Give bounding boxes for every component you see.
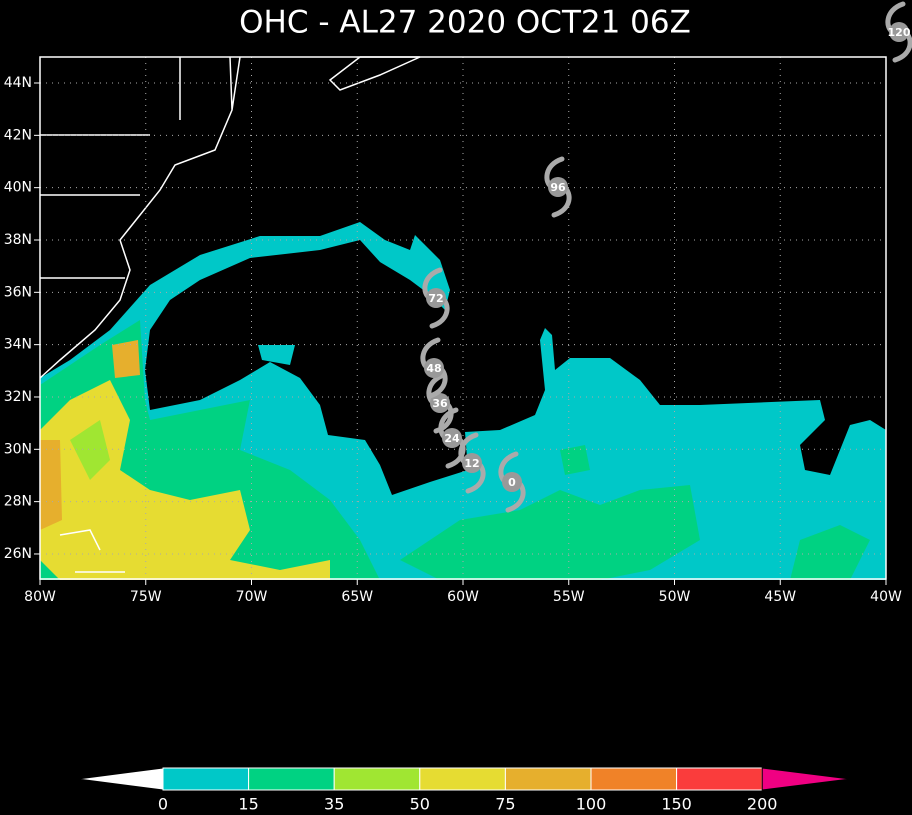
colorbar-box xyxy=(248,767,335,791)
lon-label: 60W xyxy=(447,589,479,605)
colorbar-box xyxy=(504,767,592,791)
ohc-low xyxy=(258,345,295,365)
lat-label: 44N xyxy=(4,75,32,91)
colorbar: 0 15 35 50 75 100 150 200 xyxy=(77,767,851,814)
forecast-hour: 96 xyxy=(550,181,566,194)
colorbar-label: 100 xyxy=(576,795,607,814)
ohc-lime xyxy=(70,420,110,480)
ohc-green xyxy=(400,485,700,580)
storm-marker xyxy=(502,472,522,492)
colorbar-label: 200 xyxy=(747,795,778,814)
forecast-hour: 0 xyxy=(508,476,516,489)
ohc-orange xyxy=(112,340,140,378)
forecast-hour: 24 xyxy=(444,432,460,445)
colorbar-box xyxy=(333,767,421,791)
ohc-green xyxy=(560,445,590,475)
lat-label: 34N xyxy=(4,337,32,353)
colorbar-label: 75 xyxy=(495,795,515,814)
forecast-hour: 72 xyxy=(428,292,443,305)
lat-label: 42N xyxy=(4,127,32,143)
colorbar-label: 0 xyxy=(158,795,168,814)
forecast-hour: 12 xyxy=(464,457,479,470)
storm-marker xyxy=(424,358,444,378)
colorbar-label: 150 xyxy=(661,795,692,814)
colorbar-label: 15 xyxy=(238,795,258,814)
colorbar-high xyxy=(761,767,851,791)
ohc-green xyxy=(790,525,870,580)
forecast-hour: 48 xyxy=(426,362,441,375)
colorbar-box xyxy=(676,767,763,791)
lon-label: 50W xyxy=(659,589,691,605)
lat-label: 38N xyxy=(4,232,32,248)
storm-marker xyxy=(442,428,462,448)
lat-label: 40N xyxy=(4,180,32,196)
lon-label: 40W xyxy=(870,589,902,605)
lat-label: 30N xyxy=(4,441,32,457)
colorbar-label: 35 xyxy=(324,795,344,814)
storm-marker xyxy=(426,288,446,308)
lat-label: 36N xyxy=(4,284,32,300)
lon-label: 70W xyxy=(236,589,268,605)
storm-marker xyxy=(430,393,450,413)
lon-label: 45W xyxy=(764,589,796,605)
colorbar-box xyxy=(419,767,506,791)
lon-label: 75W xyxy=(130,589,162,605)
lon-label: 55W xyxy=(553,589,585,605)
title: OHC - AL27 2020 OCT21 06Z xyxy=(239,5,691,41)
lon-label: 65W xyxy=(341,589,373,605)
storm-marker xyxy=(889,22,909,42)
storm-marker xyxy=(462,453,482,473)
colorbar-label: 50 xyxy=(410,795,430,814)
ohc-orange xyxy=(40,440,62,530)
forecast-hour: 120 xyxy=(888,26,911,39)
storm-marker xyxy=(548,177,568,197)
forecast-hour: 36 xyxy=(432,397,448,410)
colorbar-box xyxy=(162,767,250,791)
lat-label: 28N xyxy=(4,494,32,510)
storm-track: 0 12 24 36 48 72 96 120 xyxy=(420,1,912,513)
lon-label: 80W xyxy=(24,589,56,605)
lat-label: 26N xyxy=(4,546,32,562)
colorbar-box xyxy=(590,767,678,791)
lat-label: 32N xyxy=(4,389,32,405)
ohc-yellow xyxy=(40,380,330,580)
